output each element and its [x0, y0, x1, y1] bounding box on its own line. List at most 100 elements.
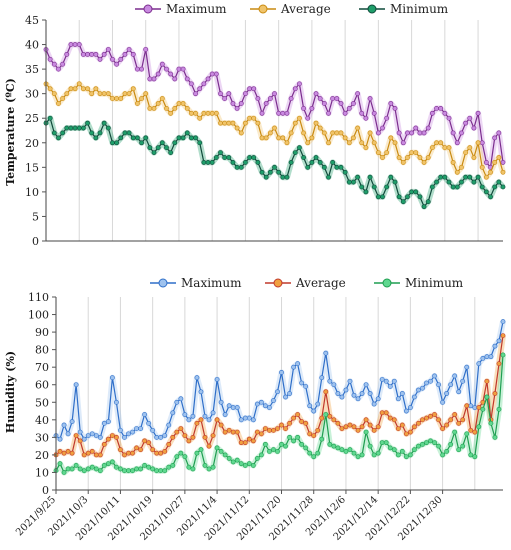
data-point: [109, 433, 115, 439]
data-point: [105, 125, 111, 131]
data-point: [126, 47, 132, 52]
data-point: [267, 405, 272, 410]
y-tick-label: 35: [25, 63, 39, 76]
series-points: [53, 319, 506, 442]
data-point: [460, 443, 466, 449]
data-point: [400, 140, 406, 146]
data-point: [392, 179, 398, 185]
data-point: [180, 101, 186, 106]
data-point: [436, 382, 441, 388]
data-point: [295, 412, 301, 417]
data-point: [392, 106, 398, 111]
data-point: [305, 140, 311, 146]
data-point: [242, 440, 248, 446]
data-point: [327, 378, 333, 384]
data-point: [186, 438, 192, 444]
data-point: [61, 422, 67, 428]
data-point: [190, 466, 196, 472]
data-point: [202, 413, 208, 419]
data-point: [222, 429, 228, 435]
data-point: [69, 450, 75, 456]
data-point: [492, 160, 498, 165]
data-point: [343, 448, 349, 454]
data-point: [138, 447, 143, 453]
temperature-axes: [45, 20, 503, 242]
data-point: [226, 91, 232, 97]
data-point: [97, 91, 103, 97]
data-point: [403, 454, 409, 460]
data-point: [226, 155, 232, 160]
data-point: [363, 145, 369, 151]
data-point: [85, 120, 90, 126]
data-point: [101, 51, 107, 57]
data-point: [330, 130, 336, 136]
data-point: [500, 169, 506, 175]
data-point: [172, 106, 178, 111]
data-point: [194, 420, 200, 426]
temperature-gridlines: [45, 20, 479, 241]
data-point: [434, 179, 439, 185]
data-point: [301, 155, 306, 160]
data-point: [321, 101, 327, 106]
legend-label: Maximum: [181, 276, 242, 290]
data-point: [483, 189, 489, 195]
data-point: [47, 56, 53, 62]
data-point: [275, 389, 280, 395]
data-point: [134, 66, 140, 72]
y-tick-label: 60: [35, 379, 49, 392]
data-point: [166, 422, 172, 428]
data-point: [326, 174, 331, 180]
data-point: [367, 174, 373, 180]
data-point: [263, 101, 269, 106]
data-point: [279, 370, 284, 375]
data-point: [242, 415, 248, 421]
data-point: [210, 433, 216, 439]
data-point: [267, 448, 272, 454]
data-point: [297, 81, 302, 87]
data-point: [307, 403, 313, 409]
data-point: [276, 110, 282, 116]
y-tick-label: 80: [35, 344, 49, 357]
y-tick-label: 40: [25, 39, 39, 52]
data-point: [166, 464, 172, 470]
data-point: [47, 115, 53, 121]
data-point: [407, 452, 413, 458]
data-point: [134, 466, 139, 472]
data-point: [342, 110, 348, 116]
data-point: [367, 96, 373, 101]
data-point: [400, 160, 406, 165]
data-point: [496, 130, 502, 136]
data-point: [432, 412, 437, 417]
data-point: [205, 110, 211, 116]
data-point: [72, 86, 78, 92]
data-point: [146, 464, 152, 470]
legend-marker: [158, 278, 168, 288]
data-point: [448, 441, 454, 447]
data-point: [405, 130, 410, 136]
data-point: [61, 470, 67, 475]
data-point: [105, 461, 111, 467]
data-point: [142, 463, 147, 468]
data-point: [351, 450, 357, 456]
legend-label: Average: [295, 276, 346, 290]
data-point: [218, 399, 224, 405]
data-point: [255, 96, 261, 101]
data-point: [97, 434, 103, 440]
data-point: [154, 468, 160, 474]
data-point: [166, 441, 172, 447]
data-point: [323, 389, 329, 395]
y-tick-label: 25: [25, 112, 39, 125]
data-point: [201, 110, 207, 116]
y-tick-label: 50: [35, 396, 49, 409]
data-point: [338, 101, 344, 106]
data-point: [238, 440, 244, 446]
data-point: [101, 463, 107, 468]
data-point: [77, 429, 83, 435]
data-point: [456, 420, 462, 426]
data-point: [197, 115, 203, 121]
data-point: [472, 454, 478, 460]
data-point: [178, 426, 184, 431]
data-point: [259, 135, 265, 141]
data-point: [259, 169, 265, 175]
data-point: [299, 380, 305, 386]
